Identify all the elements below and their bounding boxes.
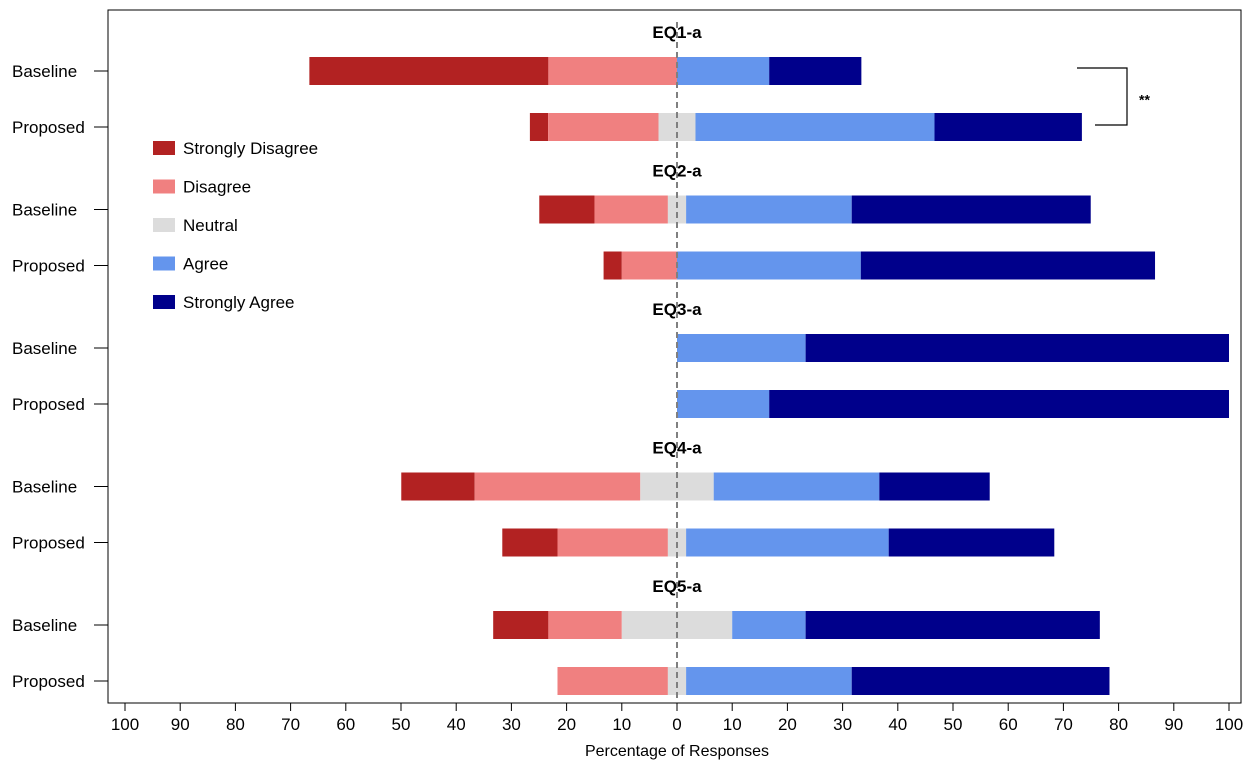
x-axis: 100 90 80 70 60 50 40 30 20 10 0 10 20 30 40 50 60 70 80 90… [111, 703, 1243, 734]
row-label: Baseline [12, 339, 77, 358]
bar-segment-strongly-disagree [401, 472, 475, 501]
x-tick-label: 70 [281, 715, 300, 734]
bar-segment-strongly-disagree [539, 195, 595, 224]
bar-segment-agree [677, 251, 861, 280]
x-tick-label: 80 [226, 715, 245, 734]
row-label: Proposed [12, 257, 85, 276]
bar-segment-strongly-disagree [529, 113, 549, 141]
x-tick-label: 50 [944, 715, 963, 734]
bar-segment-strongly-disagree [309, 57, 549, 85]
legend: Strongly Disagree Disagree Neutral Agree Str… [153, 139, 318, 312]
group-title: EQ1-a [652, 23, 702, 42]
group-title: EQ4-a [652, 439, 702, 458]
bar-segment-agree [713, 472, 880, 501]
bar-segment-strongly-agree [851, 195, 1091, 224]
significance-bracket-line [1077, 67, 1128, 126]
row-label: Baseline [12, 201, 77, 220]
significance-bracket: ** [1077, 67, 1150, 126]
bar-segment-agree [686, 195, 852, 224]
bar-segment-strongly-agree [805, 334, 1229, 362]
legend-swatch [153, 295, 175, 309]
group-title: EQ5-a [652, 577, 702, 596]
bar-segment-disagree [548, 611, 622, 639]
bar-segment-agree [677, 334, 806, 362]
legend-label: Strongly Disagree [183, 139, 318, 158]
x-tick-label: 10 [612, 715, 631, 734]
bar-segment-strongly-agree [769, 57, 862, 85]
row-label: Baseline [12, 62, 77, 81]
bar-segment-agree [686, 667, 852, 695]
legend-label: Agree [183, 255, 228, 274]
legend-label: Strongly Agree [183, 293, 295, 312]
x-tick-label: 40 [888, 715, 907, 734]
legend-label: Disagree [183, 178, 251, 197]
bar-segment-disagree [557, 528, 668, 557]
bar-segment-strongly-agree [769, 390, 1229, 418]
x-tick-label: 30 [833, 715, 852, 734]
bar-segment-strongly-disagree [502, 528, 558, 557]
bar-segment-neutral [667, 195, 687, 224]
x-tick-label: 60 [999, 715, 1018, 734]
x-tick-label: 90 [1164, 715, 1183, 734]
bar-segment-strongly-agree [879, 472, 990, 501]
x-tick-label: 100 [111, 715, 139, 734]
row-label: Baseline [12, 616, 77, 635]
legend-swatch [153, 218, 175, 232]
legend-swatch [153, 141, 175, 155]
bar-segment-agree [686, 528, 889, 557]
bar-segment-disagree [557, 667, 668, 695]
row-label: Proposed [12, 395, 85, 414]
bar-segment-agree [695, 113, 935, 141]
bar-segment-strongly-agree [888, 528, 1055, 557]
x-tick-label: 60 [336, 715, 355, 734]
group-title: EQ3-a [652, 300, 702, 319]
bar-segment-disagree [621, 251, 677, 280]
bar-segment-strongly-agree [805, 611, 1100, 639]
x-tick-label: 70 [1054, 715, 1073, 734]
bars-layer [309, 57, 1229, 695]
bar-segment-strongly-agree [934, 113, 1082, 141]
bar-segment-strongly-agree [851, 667, 1110, 695]
x-tick-label: 90 [171, 715, 190, 734]
bar-segment-agree [732, 611, 806, 639]
bar-segment-disagree [548, 57, 677, 85]
row-label: Baseline [12, 478, 77, 497]
row-label: Proposed [12, 672, 85, 691]
bar-segment-agree [677, 57, 770, 85]
row-label: Proposed [12, 534, 85, 553]
bar-segment-neutral [667, 667, 687, 695]
bar-segment-strongly-agree [860, 251, 1156, 280]
legend-swatch [153, 256, 175, 271]
x-tick-label: 30 [502, 715, 521, 734]
row-labels: Baseline Proposed Baseline Proposed Baseline… [12, 62, 108, 691]
x-axis-title: Percentage of Responses [585, 743, 769, 760]
legend-label: Neutral [183, 216, 238, 235]
bar-segment-disagree [474, 472, 641, 501]
bar-segment-disagree [594, 195, 668, 224]
bar-segment-strongly-disagree [493, 611, 549, 639]
x-tick-label: 20 [557, 715, 576, 734]
row-label: Proposed [12, 118, 85, 137]
bar-segment-disagree [548, 113, 659, 141]
plot-frame [107, 9, 1242, 704]
group-title: EQ2-a [652, 162, 702, 181]
x-tick-label: 40 [447, 715, 466, 734]
x-tick-label: 100 [1215, 715, 1243, 734]
x-tick-label: 20 [778, 715, 797, 734]
significance-marker: ** [1139, 92, 1150, 108]
x-tick-label: 80 [1109, 715, 1128, 734]
bar-segment-agree [677, 390, 770, 418]
x-tick-label: 0 [672, 715, 681, 734]
group-titles: EQ1-a EQ2-a EQ3-a EQ4-a EQ5-a [652, 23, 702, 596]
legend-swatch [153, 179, 175, 194]
x-tick-label: 10 [723, 715, 742, 734]
bar-segment-strongly-disagree [603, 251, 622, 280]
x-tick-label: 50 [392, 715, 411, 734]
